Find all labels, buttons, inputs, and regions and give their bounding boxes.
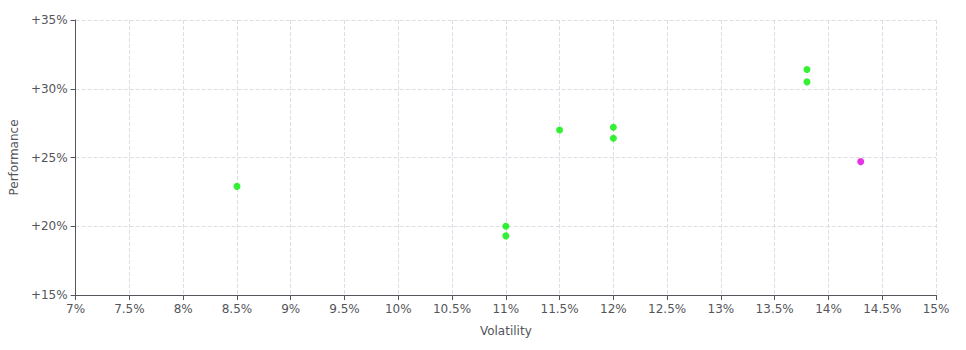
svg-text:+20%: +20% (31, 219, 68, 233)
svg-text:9.5%: 9.5% (329, 302, 360, 316)
svg-text:11%: 11% (492, 302, 519, 316)
svg-text:13.5%: 13.5% (756, 302, 794, 316)
svg-text:+35%: +35% (31, 13, 68, 27)
svg-text:10.5%: 10.5% (433, 302, 471, 316)
svg-text:14.5%: 14.5% (863, 302, 901, 316)
svg-text:Performance: Performance (7, 119, 21, 195)
svg-text:9%: 9% (281, 302, 300, 316)
svg-text:7.5%: 7.5% (114, 302, 145, 316)
svg-text:10%: 10% (385, 302, 412, 316)
svg-text:13%: 13% (708, 302, 735, 316)
svg-text:+15%: +15% (31, 288, 68, 302)
svg-text:11.5%: 11.5% (541, 302, 579, 316)
svg-text:12.5%: 12.5% (648, 302, 686, 316)
svg-text:+30%: +30% (31, 82, 68, 96)
svg-text:12%: 12% (600, 302, 627, 316)
svg-text:14%: 14% (815, 302, 842, 316)
svg-text:Volatility: Volatility (480, 324, 532, 338)
svg-text:15%: 15% (923, 302, 950, 316)
svg-text:7%: 7% (66, 302, 85, 316)
svg-text:+25%: +25% (31, 151, 68, 165)
svg-text:8.5%: 8.5% (222, 302, 253, 316)
svg-text:8%: 8% (174, 302, 193, 316)
